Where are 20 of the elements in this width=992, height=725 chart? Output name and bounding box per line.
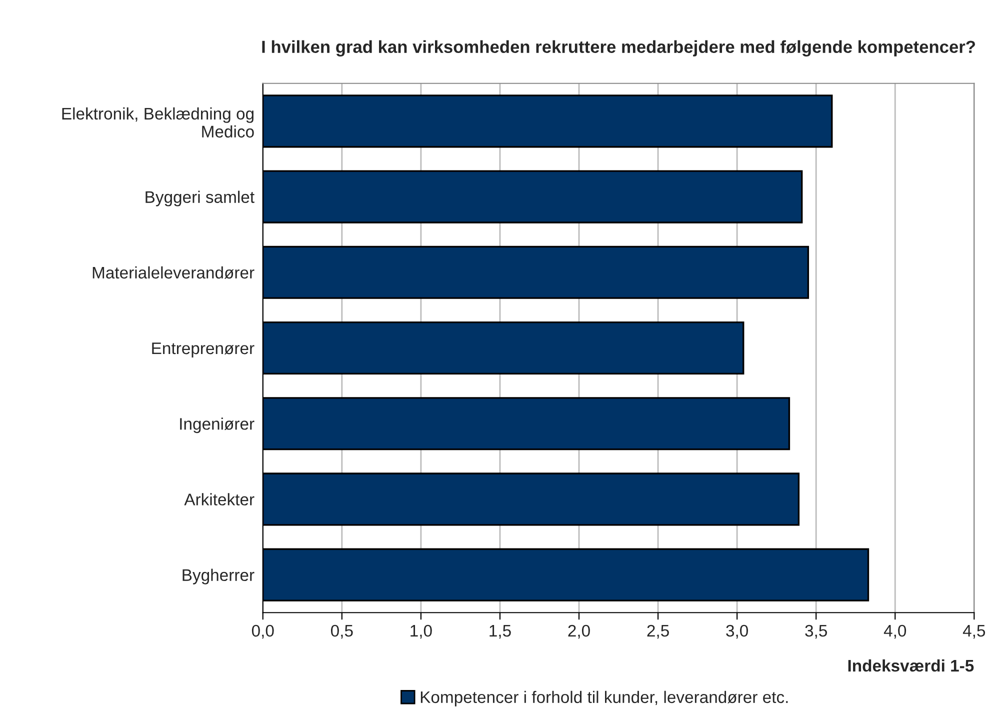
- x-tick-label: 1,0: [410, 624, 432, 639]
- x-tick-label: 4,0: [884, 624, 906, 639]
- x-axis-title: Indeksværdi 1-5: [848, 659, 974, 672]
- y-tick-label: Byggeri samlet: [146, 190, 254, 206]
- x-tick-label: 2,0: [568, 624, 590, 639]
- x-tick-label: 4,5: [962, 625, 986, 639]
- x-tick-label: 2,5: [647, 624, 669, 639]
- x-tick-label: 3,5: [805, 624, 827, 639]
- x-tick-label: 0,5: [330, 624, 353, 639]
- y-tick-label: Bygherrer: [182, 568, 254, 584]
- chart-title: I hvilken grad kan virksomheden rekruttere medarbejdere med følgende kompetencer?: [262, 40, 976, 56]
- y-tick-label: Elektronik, Beklædning og Medico: [62, 107, 254, 138]
- x-tick-label: 3,0: [726, 624, 748, 639]
- y-tick-label: Materialeleverandører: [92, 266, 254, 279]
- x-tick-label: 1,5: [490, 625, 511, 639]
- y-tick-label: Entreprenører: [152, 342, 254, 358]
- legend-label: Kompetencer i forhold til kunder, leverandører etc.: [420, 690, 788, 706]
- y-tick-label: Ingeniører: [180, 418, 254, 434]
- x-tick-label: 0,0: [252, 624, 274, 639]
- y-tick-label: Arkitekter: [184, 493, 254, 506]
